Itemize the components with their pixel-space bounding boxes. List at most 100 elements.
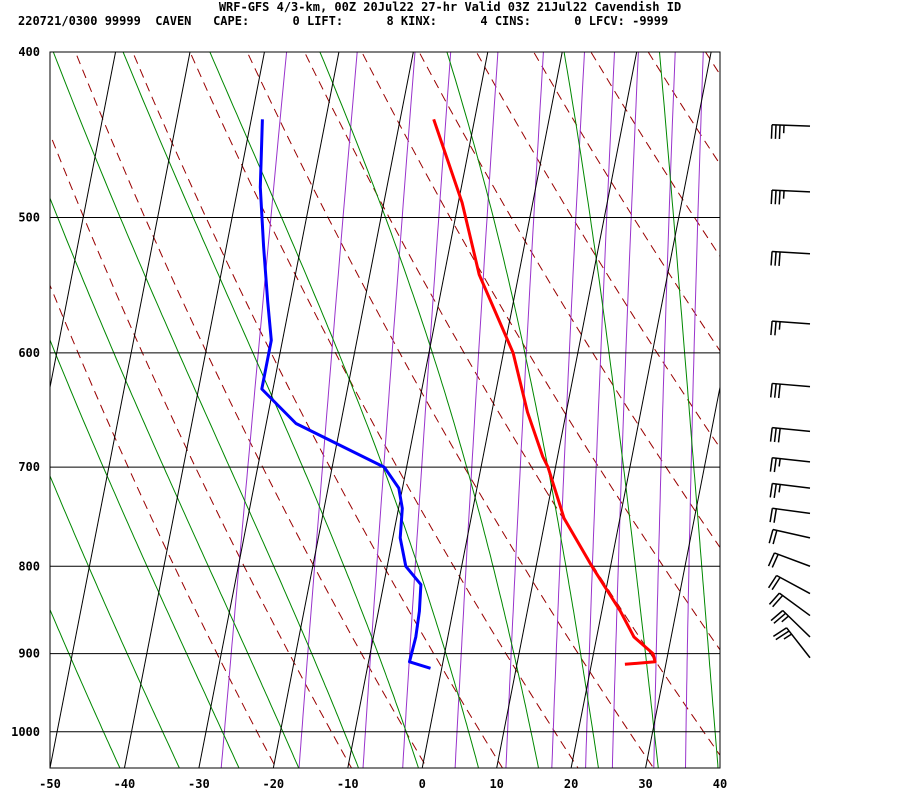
wind-barb-feather xyxy=(773,383,777,398)
isotherm-group xyxy=(50,52,720,768)
wind-barb-feather xyxy=(771,553,779,568)
mixing-ratio-line xyxy=(454,52,499,768)
mixing-ratio-line xyxy=(551,52,586,768)
wind-barb-feather xyxy=(774,190,777,205)
mixing-ratio-line xyxy=(611,52,639,768)
wind-barb-feather xyxy=(778,251,781,266)
wind-barb-feather xyxy=(770,609,784,622)
pressure-tick-label: 900 xyxy=(18,647,40,661)
dry-adiabat-line xyxy=(794,14,900,775)
wind-barb-feather xyxy=(771,576,781,591)
wind-barb-feather xyxy=(783,633,792,640)
wind-barb-feather xyxy=(777,428,781,443)
isotherm-line xyxy=(50,52,117,390)
wind-barb-feather xyxy=(769,427,773,442)
pressure-tick-label: 500 xyxy=(18,211,40,225)
mixing-ratio-line xyxy=(298,52,358,768)
mixing-ratio-line xyxy=(684,52,704,768)
isotherm-line xyxy=(123,52,265,768)
temperature-tick-label: -40 xyxy=(114,777,136,791)
wind-barb-feather xyxy=(773,508,778,523)
wind-barb-feather xyxy=(781,615,789,623)
wind-barb-staff xyxy=(772,320,811,325)
dry-adiabat-line xyxy=(246,52,655,768)
wind-barb-feather xyxy=(769,383,773,398)
pressure-tick-label: 400 xyxy=(18,45,40,59)
wind-barb-staff xyxy=(786,627,811,659)
wind-barb xyxy=(769,456,811,473)
moist-adiabat-line xyxy=(50,474,180,768)
wind-barb-feather xyxy=(770,321,773,336)
moist-adiabat-line xyxy=(658,52,719,768)
chart-title: WRF-GFS 4/3-km, 00Z 20Jul22 27-hr Valid … xyxy=(218,0,682,14)
wind-barb xyxy=(770,609,811,638)
isotherm-line xyxy=(347,52,489,768)
wind-barb-staff xyxy=(778,592,811,617)
wind-barb-feather xyxy=(774,124,777,139)
temperature-tick-label: 10 xyxy=(489,777,503,791)
wind-barb xyxy=(768,592,811,617)
temperature-tick-label: -10 xyxy=(337,777,359,791)
temperature-tick-label: -50 xyxy=(39,777,61,791)
wind-barb-feather xyxy=(773,427,777,443)
wind-barb xyxy=(772,627,811,659)
wind-barb-staff xyxy=(772,507,811,515)
temperature-profile-line xyxy=(432,118,657,666)
mixing-ratio-line xyxy=(402,52,452,768)
wind-barb-feather xyxy=(778,190,781,205)
wind-barb xyxy=(769,382,811,399)
wind-barb-feather xyxy=(778,458,781,467)
dry-adiabat-line xyxy=(704,52,720,76)
dry-adiabat-line xyxy=(361,52,720,651)
dry-adiabat-line xyxy=(50,132,353,768)
wind-barb-staff xyxy=(772,250,811,255)
dry-adiabat-line xyxy=(418,52,720,549)
wind-barb-staff xyxy=(772,456,811,463)
wind-barbs xyxy=(767,124,811,659)
temperature-tick-label: 40 xyxy=(713,777,727,791)
wind-barb-staff xyxy=(776,574,811,595)
pressure-tick-label: 1000 xyxy=(11,725,40,739)
temperature-tick-label: -20 xyxy=(262,777,284,791)
wind-barb xyxy=(770,124,811,140)
wind-barb-feather xyxy=(774,321,777,336)
dry-adiabat-line xyxy=(189,52,579,768)
wind-barb-feather xyxy=(778,484,781,493)
mixing-ratio-line xyxy=(653,52,676,768)
dry-adiabat-line xyxy=(851,14,900,775)
isotherm-line xyxy=(496,52,638,768)
wind-barb-staff xyxy=(772,482,811,489)
wind-barb-feather xyxy=(773,458,777,473)
wind-barb xyxy=(767,574,811,595)
wind-barb-feather xyxy=(774,251,777,266)
wind-barb xyxy=(770,320,811,336)
dry-adiabat-line xyxy=(50,284,277,768)
temperature-tick-label: 30 xyxy=(638,777,652,791)
wind-barb-feather xyxy=(778,321,781,330)
wind-barb-staff xyxy=(772,382,811,388)
moist-adiabat-line xyxy=(50,608,121,768)
wind-barb-staff xyxy=(771,124,811,127)
dry-adiabat-line xyxy=(303,52,720,757)
wind-barb-feather xyxy=(772,594,784,608)
isotherm-line xyxy=(719,765,720,768)
tick-labels: 400 500 600 700 800 900 1000 -50 -40 -30 -20 -10 0 10… xyxy=(11,45,727,791)
dry-adiabat-line xyxy=(132,52,504,768)
mixing-ratio-line xyxy=(505,52,544,768)
temperature-tick-label: -30 xyxy=(188,777,210,791)
wind-barb xyxy=(768,528,811,545)
wind-barb xyxy=(769,426,811,443)
isotherm-line xyxy=(570,52,712,768)
wind-barb-feather xyxy=(770,190,773,205)
moist-adiabat-line xyxy=(209,52,480,768)
wind-barb-staff xyxy=(772,189,811,193)
isotherm-line xyxy=(645,384,720,768)
wind-barb xyxy=(767,552,811,568)
isotherm-line xyxy=(421,52,563,768)
wind-barb-feather xyxy=(767,575,778,589)
mixing-ratio-line xyxy=(362,52,416,768)
temperature-tick-label: 20 xyxy=(564,777,578,791)
wind-barb xyxy=(769,507,811,523)
wind-barb-feather xyxy=(770,251,773,266)
